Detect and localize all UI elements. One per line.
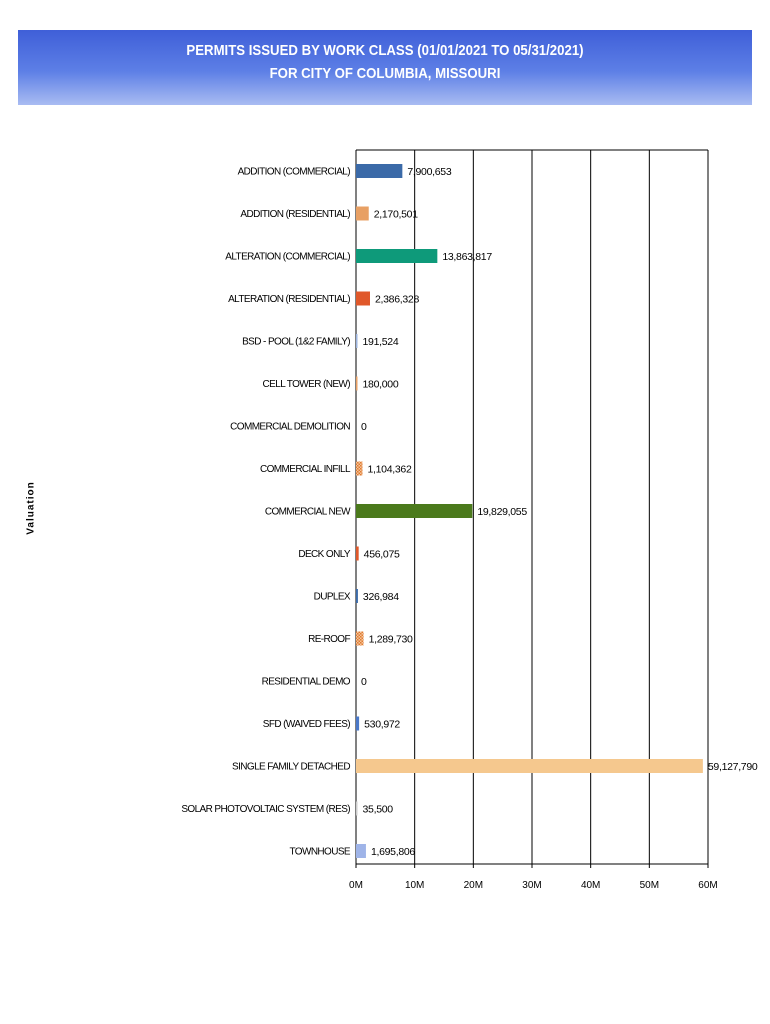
value-label: 530,972 xyxy=(364,719,400,731)
x-tick-label: 20M xyxy=(464,880,483,891)
bar xyxy=(356,334,358,348)
bar xyxy=(356,249,438,263)
category-label: ALTERATION (RESIDENTIAL) xyxy=(228,294,350,305)
value-label: 13,863,817 xyxy=(442,251,492,263)
x-tick-label: 10M xyxy=(405,880,424,891)
bar xyxy=(356,206,369,221)
bar xyxy=(356,164,403,178)
value-label: 1,289,730 xyxy=(369,634,413,646)
category-label: DUPLEX xyxy=(314,592,351,603)
x-tick-label: 60M xyxy=(698,880,717,891)
bar xyxy=(356,589,358,603)
value-label: 19,829,055 xyxy=(477,506,527,518)
category-label: RESIDENTIAL DEMO xyxy=(262,677,351,688)
value-label: 2,170,501 xyxy=(374,209,418,221)
bar xyxy=(356,801,358,816)
bar xyxy=(356,759,703,773)
bar xyxy=(356,631,364,646)
category-label: COMMERCIAL INFILL xyxy=(260,464,351,475)
category-label: COMMERCIAL NEW xyxy=(265,507,351,518)
title-banner: PERMITS ISSUED BY WORK CLASS (01/01/2021… xyxy=(18,30,752,105)
value-label: 1,695,806 xyxy=(371,846,415,858)
value-label: 7,900,653 xyxy=(407,166,451,178)
category-label: DECK ONLY xyxy=(298,549,351,560)
value-label: 191,524 xyxy=(363,336,399,348)
x-tick-label: 30M xyxy=(522,880,541,891)
chart-title: PERMITS ISSUED BY WORK CLASS (01/01/2021… xyxy=(186,42,584,59)
bar xyxy=(356,291,370,306)
value-label: 456,075 xyxy=(364,549,400,561)
bar xyxy=(356,716,360,731)
x-tick-label: 50M xyxy=(640,880,659,891)
value-label: 180,000 xyxy=(363,379,399,391)
bar xyxy=(356,504,473,518)
category-label: SOLAR PHOTOVOLTAIC SYSTEM (RES) xyxy=(181,804,350,815)
bar xyxy=(356,461,363,476)
bar xyxy=(356,546,359,561)
value-label: 1,104,362 xyxy=(367,464,411,476)
chart-subtitle: FOR CITY OF COLUMBIA, MISSOURI xyxy=(269,65,501,82)
value-label: 0 xyxy=(361,421,367,433)
value-label: 2,386,328 xyxy=(375,294,419,306)
value-label: 0 xyxy=(361,676,367,688)
bar xyxy=(356,376,358,391)
category-label: COMMERCIAL DEMOLITION xyxy=(230,422,350,433)
category-label: RE-ROOF xyxy=(308,634,350,645)
x-tick-label: 0M xyxy=(349,880,363,891)
category-label: ADDITION (RESIDENTIAL) xyxy=(240,209,350,220)
category-label: SFD (WAIVED FEES) xyxy=(263,719,350,730)
bar xyxy=(356,844,366,858)
value-label: 35,500 xyxy=(363,804,394,816)
value-label: 326,984 xyxy=(363,591,399,603)
category-label: ALTERATION (COMMERCIAL) xyxy=(225,252,350,263)
x-tick-label: 40M xyxy=(581,880,600,891)
category-label: TOWNHOUSE xyxy=(289,847,350,858)
category-label: BSD - POOL (1&2 FAMILY) xyxy=(242,337,350,348)
category-label: ADDITION (COMMERCIAL) xyxy=(238,167,351,178)
value-label: 59,127,790 xyxy=(708,761,758,773)
category-label: SINGLE FAMILY DETACHED xyxy=(232,762,350,773)
category-label: CELL TOWER (NEW) xyxy=(263,379,351,390)
